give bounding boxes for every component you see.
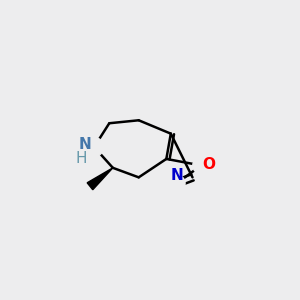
Text: O: O (202, 158, 216, 172)
Text: N: N (79, 136, 92, 152)
Text: H: H (75, 151, 87, 166)
Polygon shape (87, 168, 113, 190)
Text: N: N (171, 168, 184, 183)
Circle shape (193, 157, 209, 174)
Circle shape (85, 137, 104, 157)
Circle shape (168, 175, 185, 192)
